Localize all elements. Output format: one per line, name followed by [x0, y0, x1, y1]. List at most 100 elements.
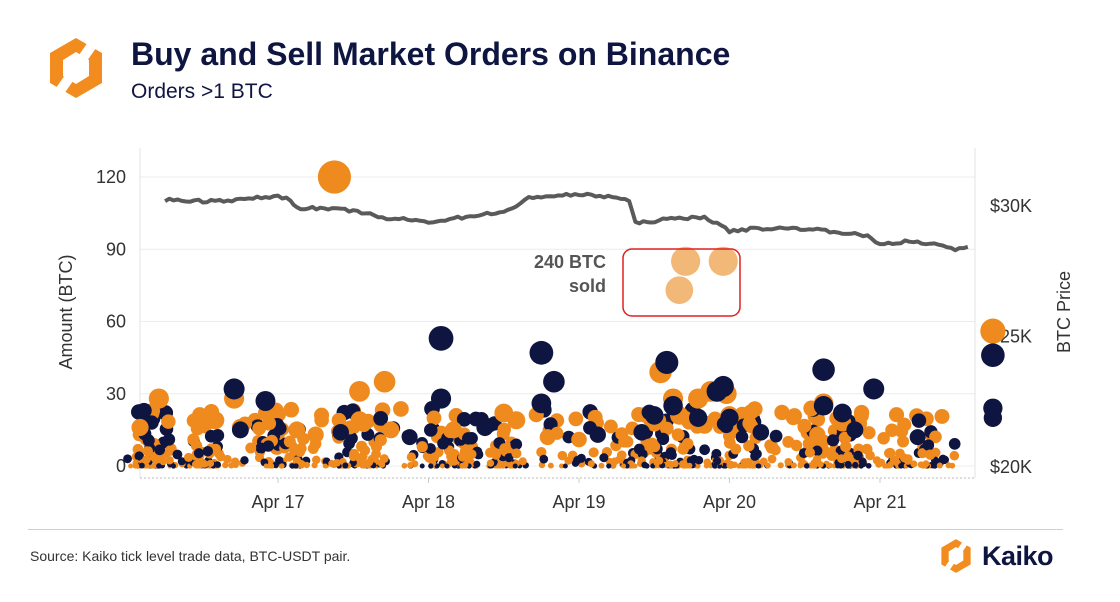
sell-dot-minor	[222, 461, 229, 469]
buy-dot-minor	[156, 463, 162, 469]
sell-dot-minor	[268, 463, 275, 469]
buy-dot-minor	[694, 456, 704, 465]
sell-dot-minor	[588, 447, 599, 458]
sell-dot-minor	[731, 461, 738, 469]
sell-dot-minor	[910, 460, 918, 468]
sell-dot-minor	[564, 456, 573, 465]
y-tick-label: 30	[106, 384, 126, 404]
sell-dot-minor	[511, 448, 522, 459]
buy-order-point	[231, 421, 249, 439]
buy-dot-minor	[898, 463, 904, 469]
sell-dot-minor	[349, 448, 360, 459]
sell-dot-minor	[726, 462, 733, 469]
buy-dot-minor	[948, 438, 961, 450]
sell-dot-minor	[695, 463, 701, 469]
sell-dot-minor	[439, 463, 445, 469]
sell-dot-minor	[518, 457, 527, 466]
buy-dot-minor	[172, 449, 183, 460]
sell-dot-minor	[836, 454, 846, 464]
sell-order-point	[571, 431, 587, 448]
sell-dot-minor	[142, 455, 151, 464]
x-tick-label: Apr 18	[402, 492, 455, 512]
buy-order-point	[644, 406, 664, 425]
sell-dot-minor	[184, 452, 194, 462]
buy-dot-minor	[123, 454, 132, 464]
sell-dot-minor	[485, 447, 496, 458]
buy-order-point	[529, 340, 554, 365]
sell-dot-minor	[457, 452, 468, 462]
buy-dot-minor	[844, 460, 852, 468]
sell-dot-minor	[862, 426, 876, 440]
sell-dot-minor	[314, 412, 329, 428]
annotation-box	[622, 248, 741, 317]
sell-order-point	[307, 426, 324, 443]
sell-dot-minor	[618, 435, 631, 448]
buy-dot-minor	[735, 430, 749, 444]
sell-dot-minor	[331, 412, 347, 428]
sell-dot-minor	[333, 459, 341, 467]
buy-dot-minor	[562, 463, 568, 469]
sell-dot-minor	[165, 456, 174, 465]
sell-dot-minor	[358, 451, 368, 462]
sell-dot-minor	[802, 437, 815, 450]
buy-order-point	[223, 378, 245, 400]
x-tick-label: Apr 17	[251, 492, 304, 512]
buy-dot-minor	[473, 460, 481, 468]
sell-order-point	[809, 426, 826, 443]
sell-dot-minor	[949, 462, 956, 469]
brand-name: Kaiko	[982, 540, 1054, 571]
buy-dot-minor	[667, 450, 677, 460]
sell-dot-minor	[598, 462, 605, 469]
sell-dot-minor	[671, 428, 685, 442]
buy-dot-minor	[922, 439, 935, 451]
sell-dot-minor	[784, 458, 793, 466]
sell-order-point	[671, 246, 701, 276]
buy-order-point	[633, 423, 651, 441]
sell-dot-minor	[750, 463, 756, 469]
sell-dot-minor	[736, 463, 742, 469]
sell-dot-minor	[603, 419, 618, 434]
sell-dot-minor	[128, 463, 134, 469]
buy-dot-minor	[136, 402, 152, 419]
y2-tick-label: $20K	[990, 457, 1032, 477]
sell-dot-minor	[187, 433, 200, 446]
sell-dot-minor	[903, 456, 913, 465]
x-tick-label: Apr 21	[853, 492, 906, 512]
buy-dot-minor	[462, 432, 475, 445]
y-tick-label: 120	[96, 167, 126, 187]
sell-dot-minor	[378, 461, 386, 468]
buy-dot-minor	[343, 437, 355, 450]
annotation-label-line1: 240 BTC	[534, 252, 606, 272]
buy-dot-minor	[804, 463, 810, 469]
buy-dot-minor	[510, 438, 523, 451]
sell-dot-minor	[557, 450, 568, 461]
buy-dot-minor	[656, 432, 670, 446]
sell-dot-minor	[449, 449, 460, 459]
sell-dot-minor	[283, 435, 296, 448]
buy-order-point	[983, 408, 1003, 427]
sell-dot-minor	[401, 462, 408, 469]
sell-dot-minor	[797, 463, 803, 469]
buy-order-point	[846, 421, 864, 439]
sell-dot-minor	[742, 463, 748, 469]
buy-order-point	[832, 403, 852, 423]
y2-tick-label: $30K	[990, 196, 1032, 216]
sell-dot-minor	[797, 418, 812, 433]
sell-dot-minor	[683, 463, 690, 469]
buy-order-point	[981, 343, 1005, 368]
sell-dot-minor	[936, 462, 943, 469]
sell-dot-minor	[506, 460, 514, 468]
sell-dot-minor	[826, 448, 837, 459]
buy-dot-minor	[712, 456, 722, 465]
sell-dot-minor	[547, 462, 554, 469]
buy-dot-minor	[826, 434, 840, 447]
buy-dot-minor	[262, 440, 274, 452]
buy-order-point	[428, 325, 454, 351]
buy-dot-minor	[456, 412, 472, 427]
buy-dot-minor	[599, 453, 609, 463]
buy-order-point	[589, 426, 606, 443]
sell-dot-minor	[374, 434, 387, 447]
y2-axis-title: BTC Price	[1054, 271, 1074, 353]
buy-dot-minor	[573, 455, 582, 465]
buy-dot-minor	[444, 463, 450, 469]
